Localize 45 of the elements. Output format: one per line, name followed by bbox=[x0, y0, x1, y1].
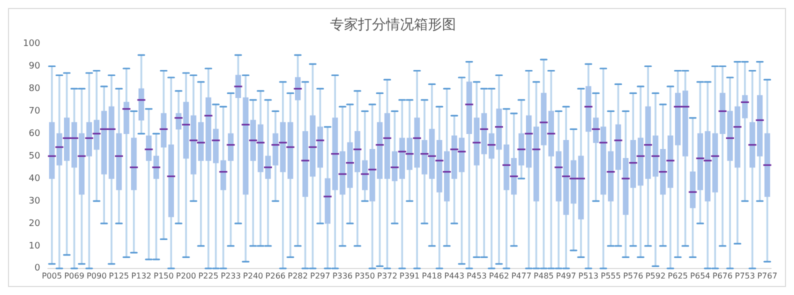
x-tick-label: P576 bbox=[623, 271, 644, 280]
x-tick-label: P676 bbox=[712, 271, 733, 280]
x-tick-label: P767 bbox=[757, 271, 778, 280]
x-tick-label: P132 bbox=[131, 271, 152, 280]
chart-title: 专家打分情况箱形图 bbox=[330, 17, 456, 34]
x-tick-label: P418 bbox=[422, 271, 442, 280]
y-tick-label: 50 bbox=[28, 151, 40, 162]
x-tick-label: P350 bbox=[354, 271, 375, 280]
x-tick-label: P069 bbox=[64, 271, 84, 280]
y-tick-label: 30 bbox=[28, 196, 40, 206]
x-tick-label: P233 bbox=[220, 271, 241, 280]
x-tick-label: P282 bbox=[288, 271, 308, 280]
y-tick-label: 40 bbox=[28, 174, 40, 184]
x-tick-label: P513 bbox=[578, 271, 598, 280]
y-tick-label: 80 bbox=[28, 84, 40, 94]
x-tick-label: P443 bbox=[444, 271, 464, 280]
x-tick-label: P555 bbox=[600, 271, 621, 280]
x-tick-label: P391 bbox=[400, 271, 420, 280]
x-tick-label: P592 bbox=[645, 271, 666, 280]
x-tick-label: P125 bbox=[108, 271, 130, 280]
x-tick-label: P266 bbox=[265, 271, 286, 280]
x-tick-label: P200 bbox=[176, 271, 196, 280]
x-tick-label: P654 bbox=[690, 271, 710, 280]
x-tick-label: P005 bbox=[42, 271, 62, 280]
y-tick-label: 100 bbox=[22, 39, 40, 50]
x-tick-label: P485 bbox=[534, 271, 554, 280]
x-tick-label: P225 bbox=[198, 271, 218, 280]
x-tick-label: P090 bbox=[86, 271, 107, 280]
x-tick-label: P336 bbox=[332, 271, 353, 280]
x-tick-label: P372 bbox=[377, 271, 398, 280]
x-tick-label: P240 bbox=[243, 271, 264, 280]
x-tick-label: P297 bbox=[310, 271, 330, 280]
x-tick-label: P753 bbox=[734, 271, 755, 280]
x-tick-label: P477 bbox=[511, 271, 532, 280]
y-tick-label: 0 bbox=[34, 264, 40, 274]
x-tick-label: P625 bbox=[668, 271, 688, 280]
x-tick-label: P453 bbox=[466, 271, 487, 280]
x-tick-label: P462 bbox=[488, 271, 510, 280]
y-tick-label: 90 bbox=[28, 62, 40, 72]
x-tick-label: P497 bbox=[556, 271, 576, 280]
y-tick-label: 60 bbox=[28, 128, 40, 139]
y-tick-label: 20 bbox=[28, 218, 40, 229]
x-tick-label: P150 bbox=[154, 271, 174, 280]
y-tick-label: 70 bbox=[28, 106, 40, 117]
y-tick-label: 10 bbox=[28, 241, 40, 252]
